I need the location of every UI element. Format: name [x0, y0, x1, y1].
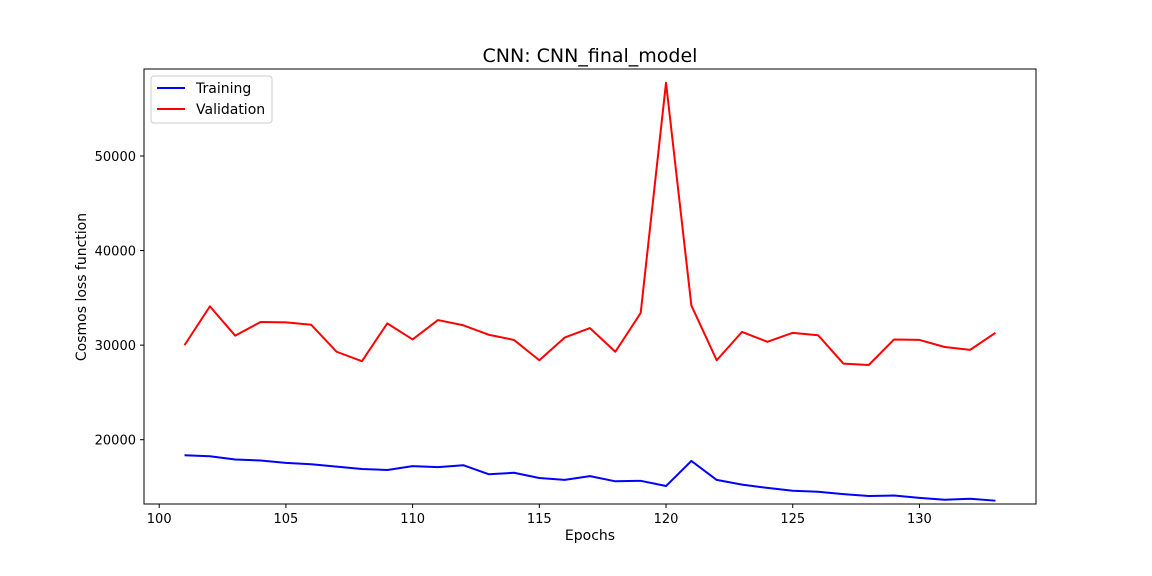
x-tick-label: 120: [654, 512, 679, 527]
y-tick-label: 50000: [95, 150, 136, 165]
plot-area: [144, 69, 1036, 504]
x-axis-ticks: 100 105 110 115 120 125 130: [147, 504, 932, 527]
x-tick-label: 115: [527, 512, 552, 527]
x-tick-label: 100: [147, 512, 172, 527]
legend-label-validation: Validation: [196, 102, 265, 118]
plot-frame: [143, 68, 1037, 505]
x-tick-label: 110: [400, 512, 425, 527]
y-axis-ticks: 20000 30000 40000 50000: [95, 150, 144, 449]
chart-title: CNN: CNN_final_model: [483, 45, 698, 67]
series-line-validation: [183, 81, 997, 366]
x-tick-label: 105: [273, 512, 298, 527]
legend-label-training: Training: [195, 81, 251, 97]
series-line-training: [184, 454, 996, 502]
x-tick-label: 125: [780, 512, 805, 527]
y-tick-label: 30000: [95, 339, 136, 354]
series-layer: [183, 81, 997, 502]
y-tick-label: 40000: [95, 245, 136, 260]
y-axis-label: Cosmos loss function: [74, 213, 90, 361]
x-axis-label: Epochs: [565, 528, 615, 544]
legend: Training Validation: [150, 75, 273, 124]
x-tick-label: 130: [907, 512, 932, 527]
y-tick-label: 20000: [95, 434, 136, 449]
